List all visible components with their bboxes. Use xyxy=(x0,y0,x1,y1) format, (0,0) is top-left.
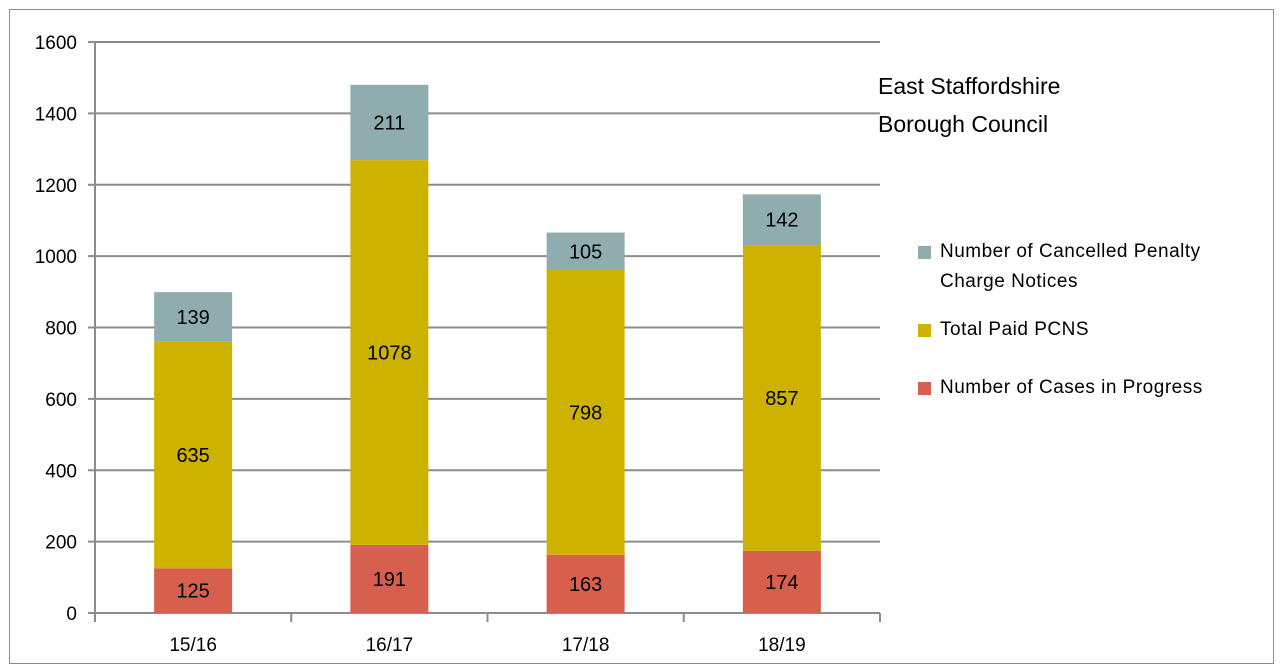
data-label: 163 xyxy=(569,574,602,596)
legend-label: Number of Cases in Progress xyxy=(940,377,1203,398)
y-tick-label: 800 xyxy=(45,319,77,340)
bar-segment xyxy=(154,568,233,613)
data-label: 857 xyxy=(765,388,798,410)
data-label: 125 xyxy=(176,581,209,603)
x-tick-label: 17/18 xyxy=(562,635,610,656)
bar-segment xyxy=(546,270,625,555)
data-label: 142 xyxy=(765,210,798,232)
data-label: 1078 xyxy=(367,342,412,364)
data-label: 105 xyxy=(569,241,602,263)
bar-segment xyxy=(742,245,821,551)
bar-segment xyxy=(350,84,429,161)
bar-segment xyxy=(546,554,625,613)
data-label: 635 xyxy=(176,445,209,467)
x-tick-label: 16/17 xyxy=(366,635,414,656)
bar-segment xyxy=(742,194,821,246)
y-tick-label: 1000 xyxy=(35,247,77,268)
bar-segment xyxy=(350,544,429,613)
legend-label: Total Paid PCNS xyxy=(940,319,1090,340)
data-label: 174 xyxy=(765,572,798,594)
bar-segment xyxy=(350,160,429,545)
bar-segment xyxy=(154,341,233,569)
legend-swatch xyxy=(918,382,931,395)
y-tick-label: 600 xyxy=(45,390,77,411)
legend: Number of Cancelled Penalty Charge Notic… xyxy=(918,237,1268,403)
y-tick-label: 1600 xyxy=(35,33,77,54)
bar-segment xyxy=(742,550,821,613)
y-tick-label: 400 xyxy=(45,461,77,482)
bar-segment xyxy=(154,292,233,342)
data-label: 798 xyxy=(569,402,602,424)
bar-segment xyxy=(546,232,625,271)
legend-swatch xyxy=(918,246,931,259)
legend-label: Number of Cancelled Penalty Charge Notic… xyxy=(940,241,1201,292)
x-tick-label: 18/19 xyxy=(758,635,806,656)
bars xyxy=(154,84,821,613)
chart-title: East Staffordshire Borough Council xyxy=(878,73,1061,137)
legend-swatch xyxy=(918,324,931,337)
data-label: 211 xyxy=(373,112,405,134)
x-tick-label: 15/16 xyxy=(169,635,217,656)
y-tick-label: 1400 xyxy=(35,104,77,125)
legend-item: Number of Cases in Progress xyxy=(918,373,1268,403)
data-label: 139 xyxy=(176,307,209,329)
data-labels: 125 635 139 191 1078 211 163 798 105 174 857 142 xyxy=(176,112,798,602)
axes: 0 200 400 600 800 1000 1200 1400 1600 15/16 16/17 1… xyxy=(35,33,881,656)
legend-item: Number of Cancelled Penalty Charge Notic… xyxy=(918,237,1268,297)
y-tick-label: 0 xyxy=(66,604,77,625)
y-tick-label: 1200 xyxy=(35,176,77,197)
legend-item: Total Paid PCNS xyxy=(918,315,1268,345)
data-label: 191 xyxy=(373,569,406,591)
y-tick-label: 200 xyxy=(45,533,77,554)
